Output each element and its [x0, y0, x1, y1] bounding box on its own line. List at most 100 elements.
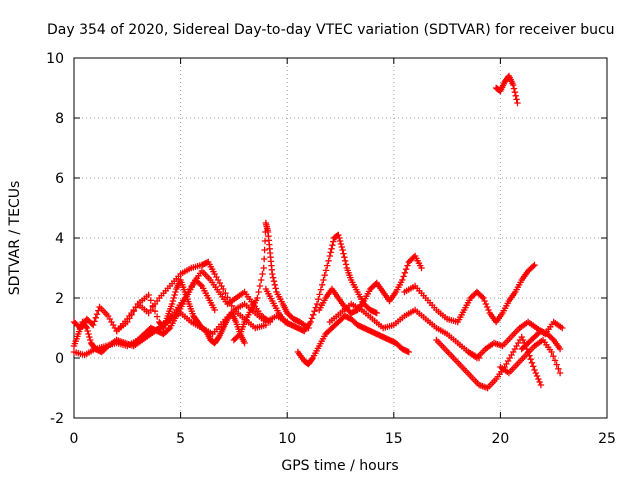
data-point	[326, 252, 334, 260]
data-point	[556, 369, 564, 377]
data-point	[91, 318, 98, 325]
data-point	[559, 324, 566, 332]
y-tick-label: 4	[55, 231, 64, 247]
data-point	[269, 270, 276, 278]
data-point	[528, 359, 536, 366]
data-point	[235, 332, 243, 339]
data-point	[400, 273, 407, 280]
data-point	[222, 290, 229, 297]
data-point	[328, 245, 335, 252]
data-point	[255, 288, 262, 296]
data-point	[530, 363, 537, 370]
data-point	[211, 306, 218, 314]
data-point	[220, 285, 227, 293]
data-point	[318, 281, 326, 288]
data-point	[317, 286, 325, 293]
data-point	[533, 372, 541, 380]
data-point	[261, 246, 268, 254]
data-point	[373, 309, 380, 317]
data-point	[269, 274, 277, 281]
data-point	[86, 333, 93, 341]
data-point	[322, 267, 330, 274]
data-point	[151, 308, 159, 315]
data-point	[548, 348, 555, 356]
data-point	[511, 89, 519, 96]
data-point	[535, 375, 542, 383]
data-point	[478, 293, 486, 300]
data-point	[336, 234, 343, 242]
data-point	[257, 276, 265, 284]
data-marks	[70, 72, 566, 392]
data-point	[512, 92, 519, 99]
series-arc15	[518, 327, 564, 353]
data-point	[324, 262, 331, 269]
data-point	[483, 303, 491, 311]
data-point	[325, 257, 332, 264]
data-point	[145, 291, 152, 299]
data-point	[171, 291, 178, 299]
data-point	[315, 296, 322, 303]
y-tick-label: 10	[46, 51, 64, 67]
x-tick-label: 5	[176, 431, 185, 447]
data-point	[254, 294, 261, 302]
data-point	[531, 366, 538, 374]
y-tick-label: 6	[55, 171, 64, 187]
data-point	[514, 99, 521, 107]
data-point	[311, 308, 318, 315]
series-arc11	[401, 261, 538, 326]
data-point	[342, 261, 350, 268]
data-point	[260, 264, 267, 272]
data-point	[555, 365, 562, 372]
data-point	[527, 356, 534, 363]
data-point	[556, 345, 564, 353]
data-point	[510, 85, 518, 92]
data-point	[310, 311, 317, 318]
x-tick-label: 20	[491, 431, 509, 447]
series-arc8	[294, 312, 412, 368]
data-point	[308, 315, 316, 322]
data-point	[321, 272, 328, 279]
data-point	[401, 269, 409, 276]
data-point	[259, 270, 266, 278]
data-point	[336, 237, 344, 245]
data-point	[87, 336, 94, 344]
data-point	[532, 369, 539, 377]
y-tick-label: -2	[50, 411, 64, 427]
data-point	[172, 288, 179, 296]
data-point	[482, 300, 490, 308]
data-point	[149, 302, 157, 309]
y-tick-label: 0	[55, 351, 64, 367]
series-arc12	[433, 333, 545, 392]
data-point	[316, 291, 323, 298]
data-point	[339, 246, 346, 254]
data-point	[536, 378, 543, 386]
data-point	[509, 81, 517, 89]
data-point	[93, 311, 101, 318]
data-point	[550, 353, 557, 360]
data-point	[168, 300, 176, 308]
x-tick-label: 15	[385, 431, 403, 447]
x-axis-label: GPS time / hours	[281, 458, 398, 474]
data-point	[481, 297, 488, 305]
data-point	[270, 278, 278, 285]
x-tick-label: 25	[598, 431, 616, 447]
data-point	[224, 294, 231, 301]
data-point	[531, 261, 538, 269]
data-point	[335, 231, 342, 239]
x-tick-label: 10	[278, 431, 296, 447]
data-point	[226, 298, 233, 305]
data-point	[85, 330, 92, 338]
axis-ticks: 0 5 10 15 20 25 -2 0 2 4 6 8 10	[46, 51, 616, 447]
data-point	[341, 257, 349, 264]
data-point	[518, 333, 525, 341]
data-point	[341, 254, 348, 261]
data-point	[340, 250, 347, 257]
x-tick-label: 0	[70, 431, 79, 447]
data-point	[147, 297, 154, 304]
data-point	[308, 356, 316, 363]
data-point	[170, 294, 177, 302]
data-point	[197, 281, 204, 288]
data-point	[327, 249, 334, 256]
data-point	[329, 242, 336, 249]
